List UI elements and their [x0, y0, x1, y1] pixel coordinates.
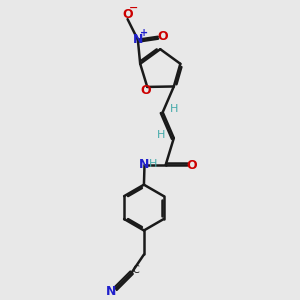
Text: H: H: [157, 130, 166, 140]
Text: H: H: [149, 160, 158, 170]
Text: N: N: [133, 33, 143, 46]
Text: O: O: [157, 30, 168, 43]
Text: O: O: [186, 159, 197, 172]
Text: C: C: [132, 265, 139, 275]
Text: H: H: [169, 104, 178, 114]
Text: +: +: [140, 28, 148, 38]
Text: O: O: [140, 84, 151, 97]
Text: O: O: [122, 8, 133, 21]
Text: −: −: [129, 3, 139, 13]
Text: N: N: [138, 158, 149, 171]
Text: N: N: [106, 285, 117, 298]
